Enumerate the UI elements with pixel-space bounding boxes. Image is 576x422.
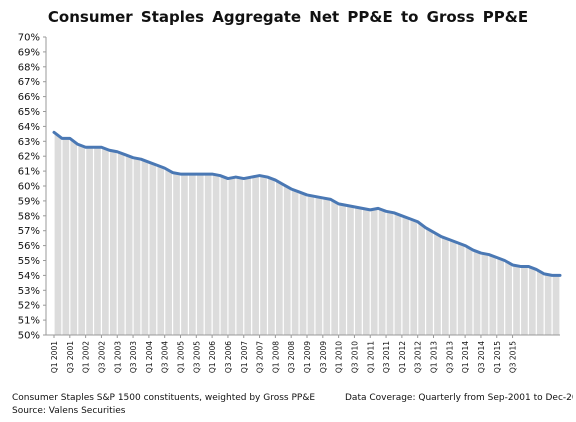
x-tick-label: Q1 2005: [177, 341, 186, 373]
y-tick-label: 66%: [18, 92, 40, 103]
x-tick-label: Q1 2009: [303, 341, 312, 373]
x-tick-label: Q1 2013: [430, 341, 439, 373]
x-tick-label: Q3 2006: [224, 341, 233, 373]
y-tick-label: 63%: [18, 137, 40, 148]
y-tick-label: 54%: [18, 271, 40, 282]
y-tick-label: 55%: [18, 256, 40, 267]
y-tick-label: 58%: [18, 211, 40, 222]
x-tick-label: Q3 2003: [129, 341, 138, 373]
y-tick-label: 50%: [18, 331, 40, 342]
x-tick-label: Q1 2003: [113, 341, 122, 373]
x-tick-label: Q1 2001: [50, 341, 59, 373]
y-tick-label: 60%: [18, 182, 40, 193]
y-tick-label: 52%: [18, 301, 40, 312]
y-tick-label: 69%: [18, 47, 40, 58]
y-tick-label: 67%: [18, 77, 40, 88]
y-tick-label: 70%: [18, 33, 40, 44]
x-tick-label: Q3 2005: [192, 341, 201, 373]
x-tick-label: Q1 2008: [271, 341, 280, 373]
y-tick-label: 59%: [18, 196, 40, 207]
x-tick-label: Q1 2011: [366, 341, 375, 373]
x-tick-label: Q3 2010: [350, 341, 359, 373]
x-tick-label: Q1 2004: [145, 341, 154, 373]
constituents-note: Consumer Staples S&P 1500 constituents, …: [12, 393, 316, 403]
y-tick-label: 61%: [18, 167, 40, 178]
x-tick-label: Q1 2012: [398, 341, 407, 373]
chart-title: Consumer Staples Aggregate Net PP&E to G…: [47, 8, 529, 26]
x-tick-label: Q3 2004: [161, 341, 170, 373]
x-tick-label: Q3 2008: [287, 341, 296, 373]
y-tick-label: 53%: [18, 286, 40, 297]
x-tick-label: Q3 2011: [382, 341, 391, 373]
y-tick-label: 51%: [18, 316, 40, 327]
y-tick-label: 64%: [18, 122, 40, 133]
y-tick-label: 56%: [18, 241, 40, 252]
x-tick-label: Q1 2015: [493, 341, 502, 373]
x-tick-label: Q3 2009: [319, 341, 328, 373]
x-tick-label: Q3 2001: [66, 341, 75, 373]
x-tick-label: Q3 2013: [445, 341, 454, 373]
x-tick-label: Q1 2014: [461, 341, 470, 373]
x-tick-label: Q3 2014: [477, 341, 486, 373]
x-tick-label: Q3 2015: [509, 341, 518, 373]
y-tick-label: 57%: [18, 226, 40, 237]
x-tick-label: Q1 2006: [208, 341, 217, 373]
x-tick-label: Q3 2012: [414, 341, 423, 373]
data-coverage-note: Data Coverage: Quarterly from Sep-2001 t…: [345, 393, 573, 403]
x-tick-label: Q1 2002: [82, 341, 91, 373]
y-tick-label: 65%: [18, 107, 40, 118]
source-note: Source: Valens Securities: [12, 406, 126, 416]
y-tick-label: 62%: [18, 152, 40, 163]
x-tick-label: Q1 2007: [240, 341, 249, 373]
x-tick-label: Q3 2002: [97, 341, 106, 373]
x-tick-label: Q1 2010: [335, 341, 344, 373]
x-tick-label: Q3 2007: [256, 341, 265, 373]
series-line: [52, 130, 562, 277]
y-tick-label: 68%: [18, 62, 40, 73]
